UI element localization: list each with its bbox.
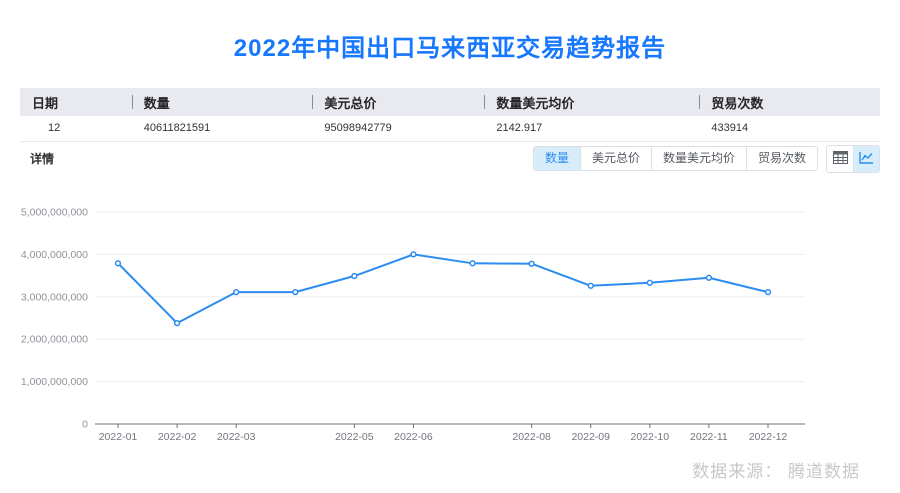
data-point: [646, 279, 653, 286]
y-axis-label: 3,000,000,000: [21, 291, 88, 303]
header-trade-count: 贸易次数: [699, 88, 880, 116]
data-point: [292, 288, 299, 296]
y-axis-label: 5,000,000,000: [21, 207, 88, 219]
header-quantity: 数量: [131, 88, 313, 116]
x-axis-label: 2022-09: [571, 431, 610, 443]
x-axis-label: 2022-10: [631, 431, 670, 443]
line-chart-icon: [859, 151, 874, 167]
data-point: [469, 260, 476, 267]
data-point: [705, 274, 713, 281]
x-axis-label: 2022-02: [158, 431, 197, 443]
trend-chart-svg: 0 1,000,000,000 2,000,000,000 3,000,000,000…: [21, 207, 805, 443]
chart-controls: 数量 美元总价 数量美元均价 贸易次数: [532, 144, 880, 173]
header-usd-avg-price: 数量美元均价: [484, 88, 700, 116]
data-point: [173, 319, 181, 327]
x-axis-label: 2022-06: [394, 431, 433, 443]
page-title: 2022年中国出口马来西亚交易趋势报告: [233, 35, 667, 62]
cell-trade-count: 433914: [699, 116, 880, 142]
trend-line: [117, 253, 769, 325]
table-header-row: 日期 数量 美元总价 数量美元均价 贸易次数: [20, 88, 880, 116]
x-axis-label: 2022-03: [217, 431, 256, 443]
cell-quantity: 40611821591: [131, 116, 313, 142]
data-point: [587, 282, 594, 289]
details-label: 详情: [30, 152, 55, 166]
table-view-button[interactable]: [827, 145, 853, 172]
data-point: [764, 288, 772, 296]
metric-button-usd-avg-price[interactable]: 数量美元均价: [650, 147, 746, 170]
x-axis-label: 2022-08: [512, 431, 551, 443]
metric-button-usd-total[interactable]: 美元总价: [579, 147, 651, 170]
data-point: [528, 260, 535, 267]
table-row: 12 40611821591 95098942779 2142.917 4339…: [20, 116, 880, 142]
y-axis-label: 1,000,000,000: [21, 376, 88, 388]
data-point: [410, 251, 417, 258]
data-point: [114, 260, 122, 267]
data-source-footer: 数据来源： 腾道数据: [692, 462, 860, 481]
details-bar: 详情 数量 美元总价 数量美元均价 贸易次数: [20, 144, 880, 173]
table-grid-icon: [832, 150, 848, 167]
view-toggle-group: [826, 144, 880, 173]
y-axis-label: 4,000,000,000: [21, 249, 88, 261]
metric-button-quantity[interactable]: 数量: [533, 147, 580, 170]
data-point: [351, 272, 358, 280]
metric-button-trade-count[interactable]: 贸易次数: [745, 147, 817, 170]
metric-button-group: 数量 美元总价 数量美元均价 贸易次数: [532, 146, 818, 171]
trend-line-chart: 0 1,000,000,000 2,000,000,000 3,000,000,000…: [0, 195, 900, 445]
x-axis-label: 2022-12: [749, 431, 788, 443]
cell-date: 12: [20, 116, 132, 142]
data-point: [233, 288, 240, 296]
x-axis-label: 2022-01: [99, 431, 138, 443]
cell-usd-avg-price: 2142.917: [484, 116, 700, 142]
chart-view-button[interactable]: [853, 145, 879, 172]
y-axis-label: 0: [82, 419, 88, 431]
header-usd-total: 美元总价: [312, 88, 485, 116]
summary-table: 日期 数量 美元总价 数量美元均价 贸易次数 12 40611821591 95…: [20, 88, 880, 142]
x-axis-label: 2022-11: [690, 431, 728, 443]
cell-usd-total: 95098942779: [312, 116, 485, 142]
header-date: 日期: [20, 88, 132, 116]
x-axis-label: 2022-05: [335, 431, 374, 443]
y-axis-label: 2,000,000,000: [21, 334, 88, 346]
